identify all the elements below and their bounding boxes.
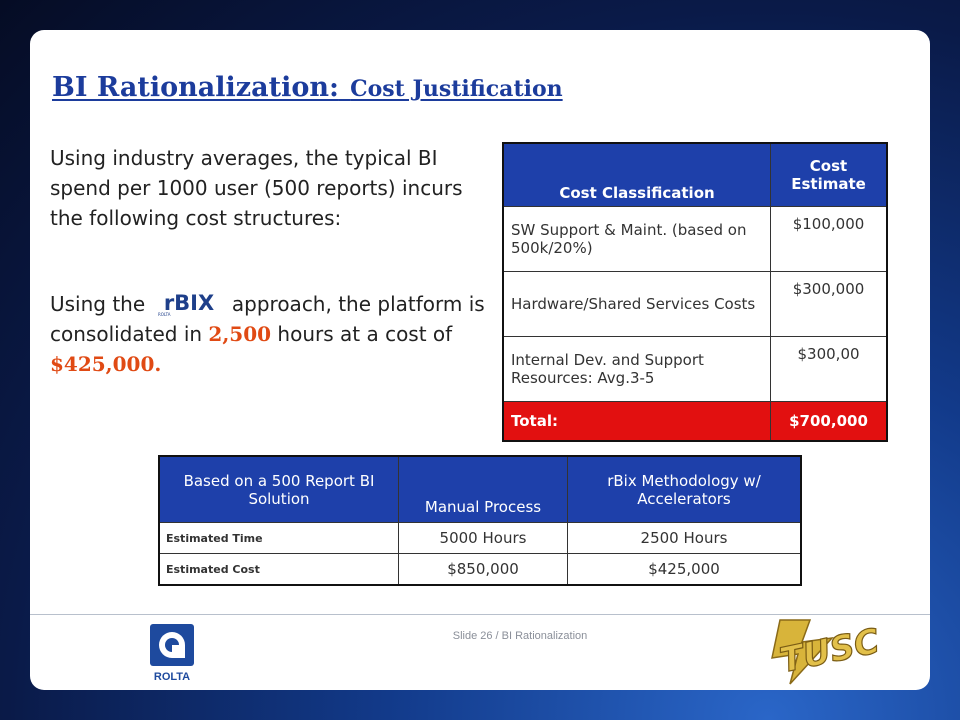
table-row: Estimated Time 5000 Hours 2500 Hours [158, 522, 802, 554]
rbix-logo-icon: rBIX ROLTA [151, 290, 226, 317]
comparison-table-header-row: Based on a 500 Report BI Solution Manual… [158, 455, 802, 523]
comparison-header-rbix: rBix Methodology w/ Accelerators [567, 455, 802, 523]
rbix-logo-subtext: ROLTA [158, 312, 171, 317]
hours-value: 2,500 [208, 322, 272, 346]
footer-text: Slide 26 / BI Rationalization [452, 630, 588, 642]
comparison-row-manual: 5000 Hours [398, 522, 568, 554]
comparison-row-rbix: $425,000 [567, 553, 802, 586]
cost-total-label: Total: [502, 401, 772, 442]
approach-middle2: hours at a cost of [277, 322, 453, 346]
rolta-logo-icon: ROLTA [150, 624, 194, 683]
cost-total-row: Total: $700,000 [502, 401, 888, 442]
title-sub: Cost Justification [350, 76, 563, 102]
title-main: BI Rationalization: [52, 72, 339, 103]
table-row: Hardware/Shared Services Costs $300,000 [502, 271, 888, 337]
comparison-header-solution: Based on a 500 Report BI Solution [158, 455, 399, 523]
comparison-row-rbix: 2500 Hours [567, 522, 802, 554]
cost-row-label: Hardware/Shared Services Costs [502, 271, 772, 337]
cost-row-label: Internal Dev. and Support Resources: Avg… [502, 336, 772, 402]
comparison-row-label: Estimated Cost [158, 553, 399, 586]
intro-paragraph: Using industry averages, the typical BI … [50, 146, 463, 230]
table-row: Estimated Cost $850,000 $425,000 [158, 553, 802, 586]
approach-middle: approach, the platform is consolidated i… [50, 292, 485, 346]
cost-row-label: SW Support & Maint. (based on 500k/20%) [502, 206, 772, 272]
cost-table: Cost Classification Cost Estimate SW Sup… [502, 142, 888, 442]
cost-total-value: $700,000 [770, 401, 888, 442]
slide-card: BI Rationalization: Cost Justification U… [30, 30, 930, 690]
cost-table-header-estimate: Cost Estimate [770, 142, 888, 207]
footer-divider [30, 614, 930, 615]
approach-paragraph: Using the rBIX ROLTA approach, the platf… [50, 289, 500, 379]
cost-value: $425,000. [50, 352, 162, 376]
cost-table-header-row: Cost Classification Cost Estimate [502, 142, 888, 207]
cost-row-value: $300,000 [770, 271, 888, 337]
rolta-logo-text: ROLTA [154, 671, 190, 683]
comparison-row-label: Estimated Time [158, 522, 399, 554]
table-row: SW Support & Maint. (based on 500k/20%) … [502, 206, 888, 272]
comparison-row-manual: $850,000 [398, 553, 568, 586]
slide-title: BI Rationalization: Cost Justification [52, 66, 563, 104]
cost-row-value: $300,00 [770, 336, 888, 402]
comparison-table: Based on a 500 Report BI Solution Manual… [158, 455, 802, 586]
cost-row-value: $100,000 [770, 206, 888, 272]
cost-table-header-classification: Cost Classification [502, 142, 772, 207]
approach-prefix: Using the [50, 292, 146, 316]
rbix-logo-text: rBIX [163, 291, 213, 315]
table-row: Internal Dev. and Support Resources: Avg… [502, 336, 888, 402]
comparison-header-manual: Manual Process [398, 455, 568, 523]
tusc-logo-icon: TUSC [771, 619, 884, 685]
